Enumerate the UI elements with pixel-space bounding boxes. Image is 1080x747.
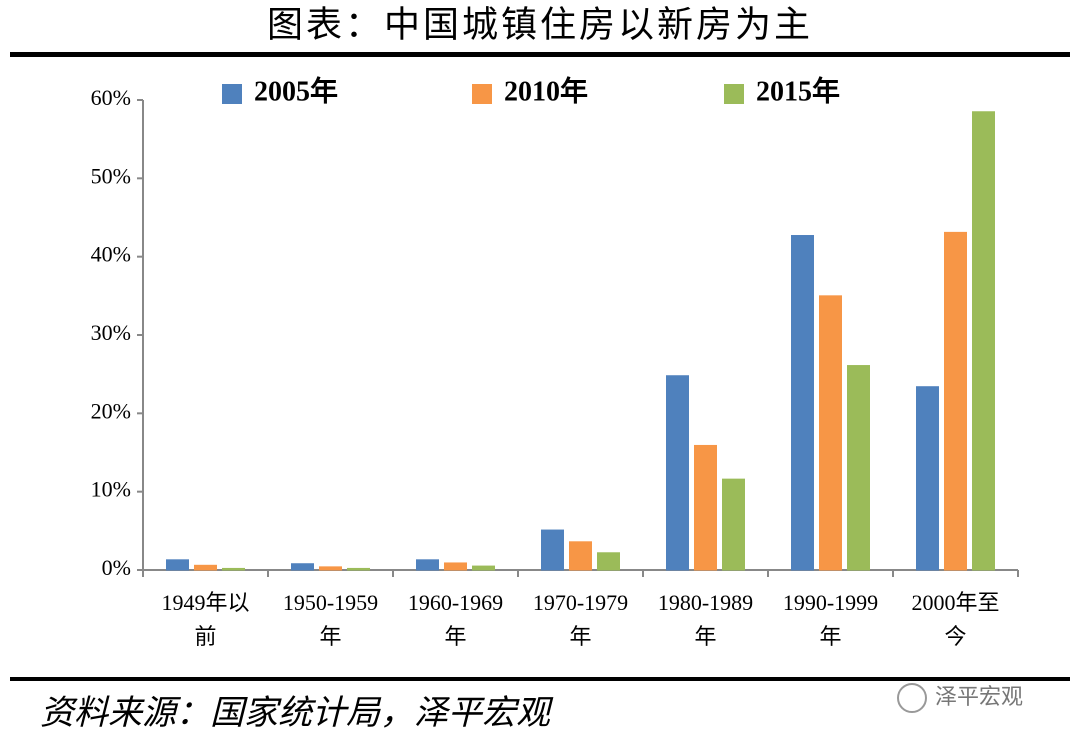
x-tick-label: 1990-1999年 bbox=[782, 590, 879, 649]
bar bbox=[597, 552, 620, 571]
bar bbox=[791, 235, 814, 571]
legend-swatch bbox=[724, 84, 744, 104]
bar bbox=[541, 529, 564, 571]
source-rule bbox=[10, 677, 1070, 681]
title-rule bbox=[10, 52, 1070, 57]
bar bbox=[569, 541, 592, 571]
x-tick-label: 1970-1979年 bbox=[532, 590, 629, 649]
bar bbox=[472, 565, 495, 571]
bar bbox=[916, 386, 939, 571]
source: 资料来源：国家统计局，泽平宏观 bbox=[40, 695, 554, 732]
bar bbox=[319, 566, 342, 571]
legend-label: 2010年 bbox=[504, 74, 588, 107]
y-tick-label: 20% bbox=[91, 398, 131, 423]
x-tick-label: 1949年以前 bbox=[161, 590, 250, 649]
bar bbox=[944, 231, 967, 571]
legend-swatch bbox=[472, 84, 492, 104]
bar bbox=[347, 567, 370, 571]
bar bbox=[819, 295, 842, 571]
bar bbox=[222, 567, 245, 571]
x-tick-label: 1960-1969年 bbox=[407, 590, 504, 649]
x-tick-label: 2000年至今 bbox=[911, 590, 1000, 649]
legend-label: 2015年 bbox=[756, 74, 840, 107]
bar bbox=[291, 563, 314, 571]
legend-label: 2005年 bbox=[254, 74, 338, 107]
bar bbox=[847, 365, 870, 571]
chart-title: 图表：中国城镇住房以新房为主 bbox=[267, 4, 813, 44]
bar bbox=[694, 444, 717, 571]
y-tick-label: 50% bbox=[91, 163, 131, 188]
bar bbox=[722, 478, 745, 571]
y-tick-label: 40% bbox=[91, 242, 131, 267]
bar bbox=[416, 559, 439, 571]
y-tick-label: 30% bbox=[91, 320, 131, 345]
y-tick-label: 10% bbox=[91, 477, 131, 502]
x-tick-label: 1980-1989年 bbox=[657, 590, 754, 649]
watermark: 泽平宏观 bbox=[935, 685, 1023, 710]
y-tick-label: 60% bbox=[91, 85, 131, 110]
bar bbox=[194, 564, 217, 571]
bar bbox=[972, 111, 995, 571]
legend-swatch bbox=[222, 84, 242, 104]
bar bbox=[666, 375, 689, 571]
bar bbox=[166, 559, 189, 571]
watermark-icon bbox=[897, 683, 927, 713]
x-tick-label: 1950-1959年 bbox=[282, 590, 379, 649]
y-tick-label: 0% bbox=[102, 555, 131, 580]
bar bbox=[444, 562, 467, 571]
